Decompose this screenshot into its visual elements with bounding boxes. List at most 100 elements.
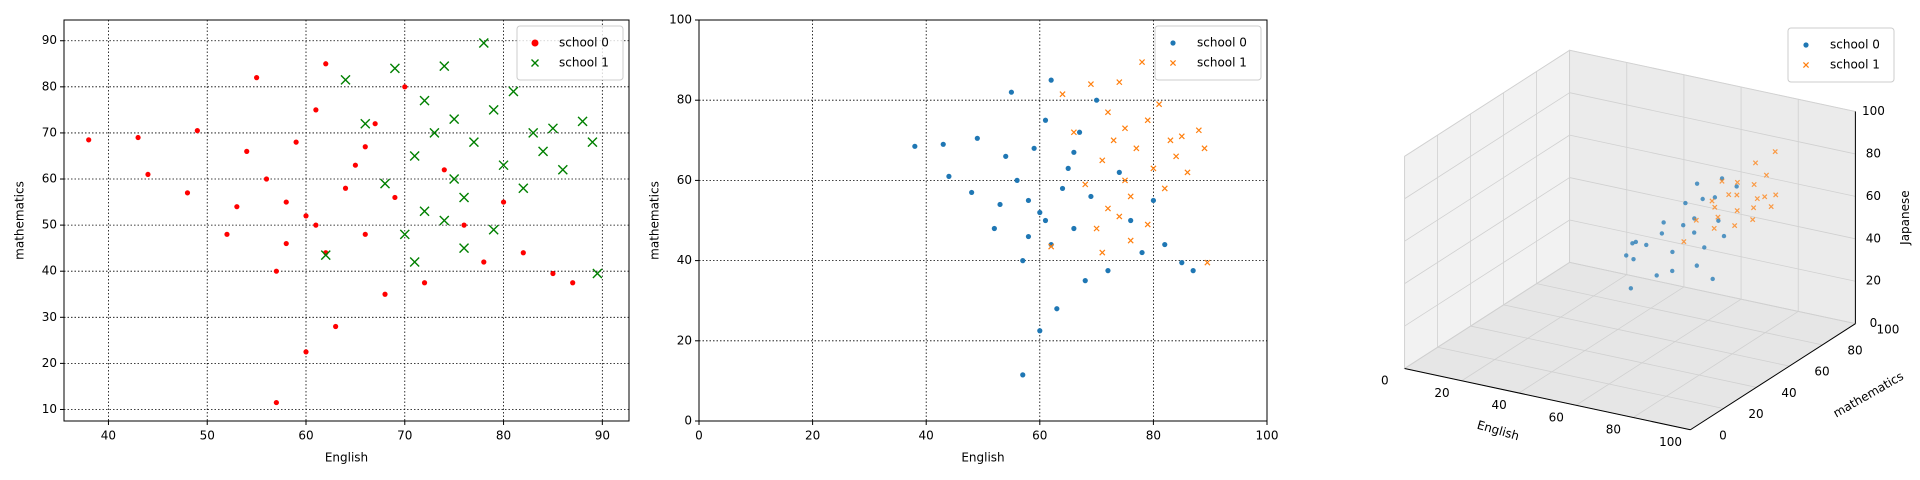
marker bbox=[1715, 214, 1721, 220]
marker bbox=[1048, 243, 1055, 250]
grid-line bbox=[1404, 92, 1570, 200]
legend-box bbox=[1787, 27, 1895, 83]
marker bbox=[1116, 169, 1122, 175]
marker bbox=[498, 160, 509, 171]
marker bbox=[1772, 148, 1778, 155]
marker bbox=[1768, 203, 1774, 210]
y-axis-label: mathematics bbox=[648, 181, 662, 260]
marker bbox=[392, 194, 398, 201]
marker bbox=[1762, 194, 1768, 200]
marker bbox=[1042, 117, 1049, 123]
marker bbox=[1773, 192, 1779, 198]
marker bbox=[244, 148, 250, 154]
marker bbox=[1156, 101, 1163, 108]
y-axis-label: mathematics bbox=[1831, 369, 1906, 420]
marker bbox=[419, 206, 430, 217]
grid-line bbox=[1569, 219, 1856, 282]
axes-frame bbox=[63, 19, 630, 422]
marker bbox=[402, 84, 408, 90]
marker bbox=[1719, 178, 1725, 184]
marker bbox=[273, 268, 279, 274]
marker bbox=[283, 240, 289, 247]
marker bbox=[1088, 193, 1094, 200]
marker bbox=[1644, 242, 1649, 248]
y-tick-label: 0 bbox=[684, 414, 692, 428]
marker bbox=[1094, 97, 1100, 103]
marker bbox=[1734, 208, 1740, 214]
marker bbox=[352, 162, 358, 168]
y-tick-label: 20 bbox=[42, 356, 57, 370]
marker bbox=[1071, 149, 1077, 155]
marker bbox=[1167, 137, 1174, 144]
marker bbox=[478, 38, 489, 49]
marker bbox=[135, 134, 141, 141]
marker bbox=[429, 127, 440, 138]
y-tick-label: 40 bbox=[1781, 386, 1796, 400]
x-tick-label: 100 bbox=[1659, 435, 1682, 449]
grid-line bbox=[1536, 283, 1823, 346]
x-tick-label: 60 bbox=[1549, 410, 1564, 424]
legend-label: school 0 bbox=[1197, 36, 1247, 50]
y-tick-label: 80 bbox=[42, 79, 57, 93]
marker bbox=[224, 231, 230, 237]
z-tick-label: 40 bbox=[1866, 231, 1881, 245]
legend-label: school 1 bbox=[1830, 58, 1880, 72]
marker bbox=[997, 201, 1003, 208]
marker bbox=[303, 349, 309, 355]
marker bbox=[969, 189, 975, 196]
grid-line bbox=[1404, 49, 1570, 157]
marker bbox=[1803, 42, 1809, 48]
marker bbox=[1110, 137, 1117, 144]
y-tick-label: 40 bbox=[677, 253, 692, 267]
marker bbox=[1754, 196, 1760, 202]
marker bbox=[1087, 81, 1094, 88]
grid-line bbox=[1404, 177, 1570, 284]
marker bbox=[372, 121, 378, 127]
z-tick-label: 20 bbox=[1866, 274, 1881, 288]
marker bbox=[468, 137, 479, 148]
x-tick-label: 0 bbox=[1381, 374, 1389, 388]
marker bbox=[1105, 268, 1111, 274]
marker bbox=[1630, 241, 1635, 246]
x-tick-label: 40 bbox=[919, 429, 934, 443]
marker bbox=[481, 259, 487, 265]
marker bbox=[234, 204, 240, 210]
grid-line bbox=[1569, 262, 1856, 325]
marker bbox=[991, 225, 997, 232]
grid-line bbox=[1437, 346, 1724, 409]
marker bbox=[1670, 268, 1675, 274]
marker bbox=[1750, 216, 1756, 223]
marker bbox=[1681, 223, 1686, 228]
marker bbox=[1201, 145, 1208, 152]
marker bbox=[1752, 160, 1759, 166]
grid-line bbox=[1404, 219, 1570, 327]
marker bbox=[1082, 278, 1088, 284]
x-tick-label: 40 bbox=[101, 429, 116, 443]
marker bbox=[303, 213, 309, 219]
marker bbox=[254, 75, 260, 81]
marker bbox=[1702, 245, 1707, 250]
z-tick-label: 0 bbox=[1870, 316, 1878, 330]
marker bbox=[1694, 263, 1700, 268]
x-tick-label: 60 bbox=[1032, 429, 1047, 443]
marker bbox=[1161, 185, 1168, 192]
marker bbox=[1726, 192, 1732, 198]
y-tick-label: 90 bbox=[42, 33, 57, 47]
marker bbox=[1076, 129, 1083, 135]
marker bbox=[1037, 328, 1043, 334]
marker bbox=[382, 291, 388, 297]
marker bbox=[550, 270, 556, 277]
y-tick-label: 100 bbox=[1877, 322, 1900, 336]
marker bbox=[1099, 157, 1106, 164]
axes-frame bbox=[698, 19, 1268, 422]
legend-label: school 0 bbox=[1830, 38, 1880, 52]
z-tick-label: 60 bbox=[1866, 189, 1881, 203]
z-tick-label: 100 bbox=[1862, 104, 1885, 118]
marker bbox=[1127, 193, 1134, 200]
marker bbox=[1631, 256, 1636, 262]
marker bbox=[1003, 153, 1009, 159]
marker bbox=[293, 139, 299, 145]
marker bbox=[1732, 223, 1738, 229]
marker bbox=[1683, 200, 1688, 206]
marker bbox=[1133, 145, 1140, 152]
